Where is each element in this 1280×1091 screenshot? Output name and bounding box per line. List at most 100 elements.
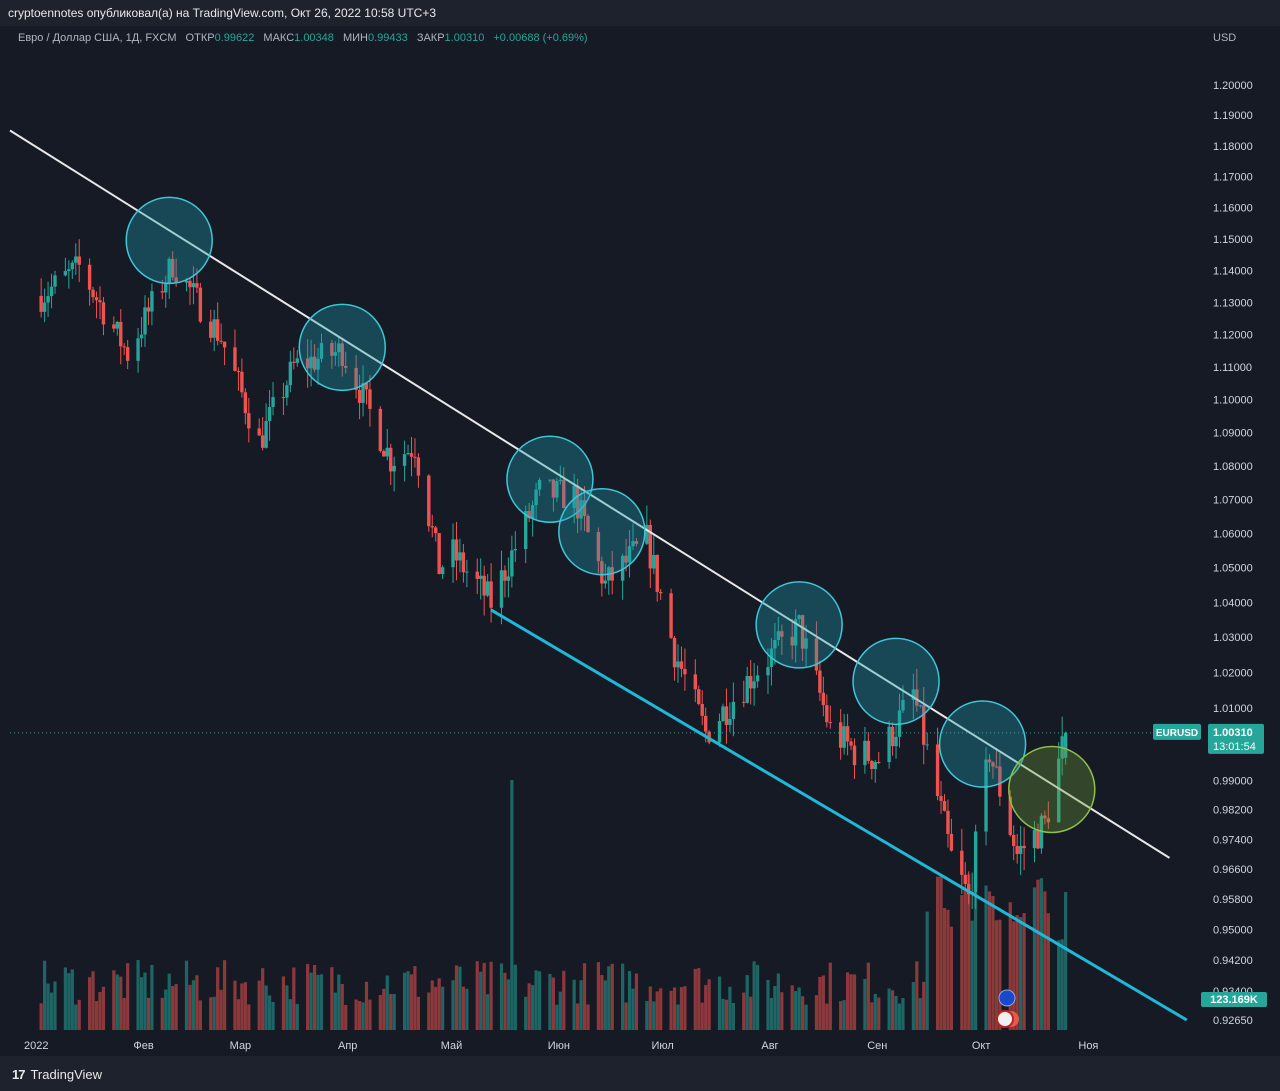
candle-body [219, 340, 223, 342]
candle-body [312, 356, 317, 370]
candle-body [458, 552, 462, 561]
volume-bar [112, 970, 116, 1030]
candle-body [645, 524, 649, 544]
candle-body [260, 435, 265, 448]
candle-body [91, 289, 95, 298]
volume-bar [897, 1003, 902, 1030]
candle-body [562, 479, 566, 509]
candle-body [285, 385, 289, 398]
symbol-description[interactable]: Евро / Доллар США, 1Д, FXCM [18, 32, 177, 44]
volume-bar [634, 973, 639, 1030]
candle-body [413, 456, 417, 458]
volume-bar [309, 972, 313, 1030]
volume-bar [683, 986, 687, 1030]
low-value: 0.99433 [367, 32, 408, 44]
volume-bar [389, 993, 393, 1030]
volume-bar [91, 971, 95, 1030]
volume-bar [216, 967, 220, 1030]
tradingview-logo[interactable]: 17 TradingView [12, 1067, 102, 1082]
y-tick-label: 1.13000 [1213, 297, 1253, 309]
volume-bar [88, 977, 92, 1030]
candle-body [240, 371, 244, 393]
candle-body [271, 397, 275, 407]
volume-bar [548, 973, 552, 1030]
volume-bar [198, 1000, 202, 1030]
candle-body [658, 591, 663, 594]
tradingview-brand: TradingView [30, 1067, 103, 1082]
candle-body [676, 661, 680, 668]
volume-bar [804, 1004, 808, 1030]
volume-bar [191, 980, 196, 1030]
candle-body [389, 447, 393, 472]
volume-bar [454, 965, 459, 1030]
volume-bar [209, 997, 213, 1030]
candle-body [67, 269, 71, 272]
volume-bar [240, 983, 244, 1030]
y-tick-label: 1.16000 [1213, 203, 1253, 215]
price-chart[interactable]: 1.20000 1.19000 1.18000 1.17000 1.16000 1.150… [0, 26, 1280, 1056]
candle-body [160, 291, 164, 293]
volume-bar [267, 995, 272, 1030]
volume-bar [697, 968, 701, 1030]
volume-bar [901, 998, 905, 1030]
volume-bar [150, 964, 154, 1030]
candle-body [406, 453, 410, 455]
volume-bar [409, 974, 414, 1030]
candle-body [416, 457, 421, 476]
candle-body [548, 479, 552, 481]
volume-bar [572, 979, 576, 1030]
volume-bar [731, 1002, 735, 1030]
volume-bar [845, 972, 850, 1030]
candle-body [267, 406, 272, 422]
volume-bar [752, 961, 756, 1030]
candle-body [821, 692, 826, 706]
chart-area[interactable]: 1.20000 1.19000 1.18000 1.17000 1.16000 1.150… [0, 26, 1280, 1056]
candle-body [804, 638, 808, 649]
candle-body [845, 726, 850, 742]
volume-bar [475, 961, 479, 1030]
volume-bar [261, 968, 265, 1030]
y-tick-label: 1.02000 [1213, 667, 1253, 679]
candle-body [94, 297, 99, 301]
candle-body [863, 740, 867, 766]
candle-body [503, 570, 507, 581]
y-tick-label: 1.10000 [1213, 395, 1253, 407]
high-label: МАКС [263, 32, 295, 44]
candle-body [195, 283, 199, 288]
volume-bar [479, 971, 483, 1030]
volume-bar [1057, 940, 1061, 1030]
volume-bar [146, 997, 151, 1030]
volume-bar [849, 974, 853, 1030]
currency-label[interactable]: USD [1213, 32, 1237, 44]
support-trendline [490, 608, 1188, 1022]
candle-body [697, 689, 701, 705]
volume-bar [143, 972, 147, 1030]
candle-body [451, 539, 455, 568]
y-tick-label: 1.14000 [1213, 265, 1253, 277]
volume-bar [967, 874, 971, 1030]
candle-body [679, 661, 684, 669]
volume-bar [53, 981, 57, 1030]
volume-bar [780, 992, 784, 1030]
candle-body [454, 539, 459, 561]
publisher-bar: cryptoennotes опубликовал(а) на TradingV… [0, 0, 1280, 26]
candle-body [513, 549, 518, 551]
candle-body [925, 744, 929, 746]
candle-body [340, 343, 344, 366]
volume-bar [870, 1002, 874, 1030]
volume-bar [814, 995, 819, 1030]
price-tag-bg [1208, 723, 1264, 754]
us-event-icon [996, 1010, 1014, 1028]
x-tick-label: Мар [230, 1040, 252, 1052]
candle-body [236, 370, 241, 372]
candle-body [222, 341, 227, 348]
candle-body [1046, 818, 1051, 823]
y-tick-label: 0.96600 [1213, 864, 1253, 876]
candle-body [866, 740, 871, 761]
volume-bar [126, 963, 130, 1030]
candle-body [818, 670, 822, 693]
volume-bar [385, 975, 389, 1030]
candle-body [575, 485, 580, 519]
candle-body [333, 352, 338, 356]
candle-body [77, 256, 81, 265]
